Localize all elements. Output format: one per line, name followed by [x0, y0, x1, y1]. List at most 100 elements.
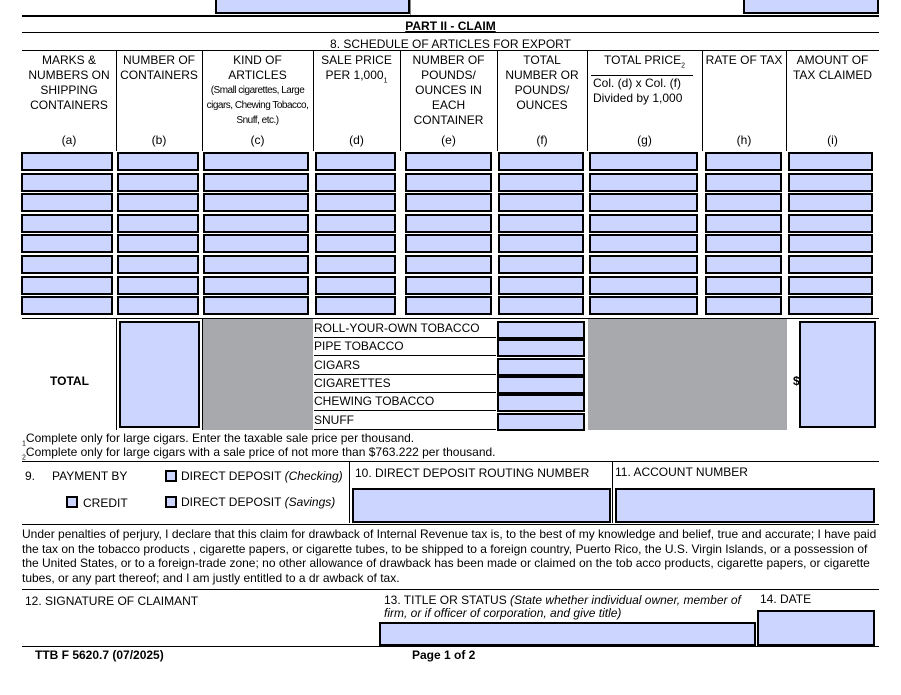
- schedule-cell-a[interactable]: [21, 234, 113, 254]
- column-letter: (d): [349, 133, 364, 147]
- schedule-cell-a[interactable]: [21, 213, 113, 233]
- column-letter: (g): [637, 133, 652, 147]
- schedule-cell-d[interactable]: [315, 275, 396, 295]
- schedule-cell-g[interactable]: [589, 296, 698, 316]
- schedule-cell-d[interactable]: [315, 193, 396, 213]
- schedule-cell-h[interactable]: [705, 172, 782, 192]
- schedule-cell-b[interactable]: [117, 234, 199, 254]
- article-total-field[interactable]: [497, 375, 585, 394]
- schedule-cell-i[interactable]: [788, 275, 873, 295]
- schedule-cell-c[interactable]: [203, 213, 309, 233]
- schedule-cell-h[interactable]: [705, 213, 782, 233]
- schedule-cell-i[interactable]: [788, 296, 873, 316]
- certification-text: Under penalties of perjury, I declare th…: [22, 527, 877, 585]
- schedule-cell-d[interactable]: [315, 255, 396, 274]
- schedule-cell-f[interactable]: [498, 255, 584, 274]
- schedule-cell-e[interactable]: [405, 213, 492, 233]
- schedule-cell-e[interactable]: [405, 172, 492, 192]
- schedule-cell-f[interactable]: [498, 275, 584, 295]
- schedule-cell-f[interactable]: [498, 296, 584, 316]
- checkbox-direct-deposit-checking[interactable]: [165, 470, 177, 482]
- schedule-cell-g[interactable]: [589, 172, 698, 192]
- schedule-cell-e[interactable]: [405, 152, 492, 171]
- schedule-cell-i[interactable]: [788, 152, 873, 171]
- schedule-cell-g[interactable]: [589, 255, 698, 274]
- schedule-cell-e[interactable]: [405, 255, 492, 274]
- account-number-field[interactable]: [615, 488, 875, 523]
- article-total-field[interactable]: [497, 394, 585, 413]
- schedule-cell-b[interactable]: [117, 296, 199, 316]
- schedule-cell-a[interactable]: [21, 296, 113, 316]
- article-total-field[interactable]: [497, 357, 585, 376]
- schedule-cell-c[interactable]: [203, 172, 309, 192]
- schedule-cell-d[interactable]: [315, 296, 396, 316]
- schedule-cell-b[interactable]: [117, 213, 199, 233]
- schedule-cell-a[interactable]: [21, 172, 113, 192]
- schedule-cell-b[interactable]: [117, 275, 199, 295]
- schedule-cell-c[interactable]: [203, 296, 309, 316]
- schedule-cell-h[interactable]: [705, 296, 782, 316]
- schedule-cell-g[interactable]: [589, 193, 698, 213]
- schedule-cell-h[interactable]: [705, 193, 782, 213]
- schedule-cell-c[interactable]: [203, 275, 309, 295]
- article-type-row: CIGARETTES: [314, 374, 496, 393]
- title-field[interactable]: [379, 622, 756, 646]
- schedule-cell-c[interactable]: [203, 152, 309, 171]
- checkbox-direct-deposit-savings[interactable]: [165, 496, 177, 508]
- schedule-cell-a[interactable]: [21, 275, 113, 295]
- schedule-cell-g[interactable]: [589, 213, 698, 233]
- article-total-field[interactable]: [497, 339, 585, 358]
- date-field[interactable]: [757, 610, 875, 646]
- schedule-cell-d[interactable]: [315, 152, 396, 171]
- schedule-cell-h[interactable]: [705, 255, 782, 274]
- payment-number: 9.: [25, 469, 36, 483]
- schedule-cell-f[interactable]: [498, 172, 584, 192]
- schedule-cell-i[interactable]: [788, 172, 873, 192]
- total-containers-field[interactable]: [119, 321, 200, 428]
- schedule-cell-i[interactable]: [788, 193, 873, 213]
- date-label: 14. DATE: [760, 592, 812, 606]
- schedule-cell-g[interactable]: [589, 152, 698, 171]
- option-direct-deposit-checking: DIRECT DEPOSIT (Checking): [181, 469, 343, 483]
- schedule-cell-b[interactable]: [117, 255, 199, 274]
- top-field-1[interactable]: [215, 0, 410, 14]
- routing-number-field[interactable]: [352, 488, 611, 523]
- schedule-cell-g[interactable]: [589, 275, 698, 295]
- article-total-field[interactable]: [497, 412, 585, 431]
- schedule-cell-f[interactable]: [498, 213, 584, 233]
- schedule-cell-a[interactable]: [21, 193, 113, 213]
- article-total-field[interactable]: [497, 321, 585, 339]
- schedule-cell-b[interactable]: [117, 152, 199, 171]
- schedule-cell-d[interactable]: [315, 172, 396, 192]
- schedule-cell-d[interactable]: [315, 234, 396, 254]
- schedule-cell-e[interactable]: [405, 296, 492, 316]
- schedule-cell-e[interactable]: [405, 234, 492, 254]
- schedule-cell-g[interactable]: [589, 234, 698, 254]
- total-tax-claimed-field[interactable]: [799, 321, 876, 428]
- checkbox-credit[interactable]: [66, 496, 78, 508]
- schedule-cell-i[interactable]: [788, 255, 873, 274]
- schedule-cell-c[interactable]: [203, 234, 309, 254]
- schedule-cell-b[interactable]: [117, 193, 199, 213]
- schedule-cell-h[interactable]: [705, 234, 782, 254]
- column-header-h: RATE OF TAX: [705, 53, 783, 67]
- schedule-cell-h[interactable]: [705, 152, 782, 171]
- schedule-cell-c[interactable]: [203, 255, 309, 274]
- schedule-cell-f[interactable]: [498, 152, 584, 171]
- schedule-cell-h[interactable]: [705, 275, 782, 295]
- schedule-cell-a[interactable]: [21, 255, 113, 274]
- schedule-cell-e[interactable]: [405, 275, 492, 295]
- schedule-cell-i[interactable]: [788, 234, 873, 254]
- schedule-cell-c[interactable]: [203, 193, 309, 213]
- footnote-1: 1Complete only for large cigars. Enter t…: [22, 431, 415, 448]
- schedule-cell-i[interactable]: [788, 213, 873, 233]
- schedule-cell-e[interactable]: [405, 193, 492, 213]
- top-field-2[interactable]: [743, 0, 879, 14]
- schedule-cell-f[interactable]: [498, 234, 584, 254]
- schedule-cell-d[interactable]: [315, 213, 396, 233]
- schedule-cell-f[interactable]: [498, 193, 584, 213]
- schedule-cell-b[interactable]: [117, 172, 199, 192]
- column-header-a: MARKS & NUMBERS ON SHIPPING CONTAINERS: [28, 53, 110, 112]
- column-header-b: NUMBER OF CONTAINERS: [120, 53, 198, 82]
- schedule-cell-a[interactable]: [21, 152, 113, 171]
